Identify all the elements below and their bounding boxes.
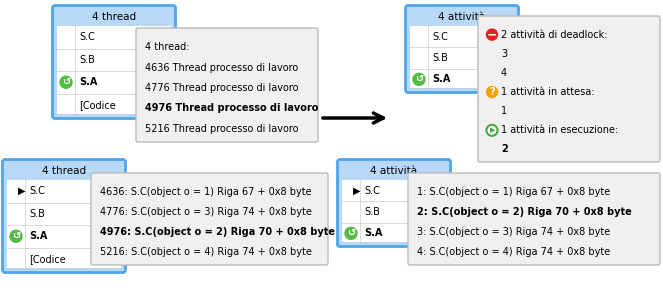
Text: 4636 Thread processo di lavoro: 4636 Thread processo di lavoro	[145, 63, 298, 73]
FancyBboxPatch shape	[3, 160, 125, 272]
Text: S.B: S.B	[79, 55, 95, 65]
Bar	[410, 26, 514, 88]
Text: S.A: S.A	[432, 74, 450, 84]
Circle shape	[487, 87, 497, 98]
FancyBboxPatch shape	[91, 173, 328, 265]
Text: 4 attività: 4 attività	[438, 12, 485, 22]
Text: 4 thread: 4 thread	[92, 12, 136, 22]
Circle shape	[487, 29, 497, 40]
Text: S.B: S.B	[364, 207, 380, 217]
Text: S.B: S.B	[29, 209, 45, 219]
Text: S.C: S.C	[79, 32, 95, 42]
Text: S.A: S.A	[364, 228, 383, 238]
Text: ↺: ↺	[62, 77, 70, 87]
Text: 2: S.C(object o = 2) Riga 70 + 0x8 byte: 2: S.C(object o = 2) Riga 70 + 0x8 byte	[417, 207, 632, 217]
FancyBboxPatch shape	[136, 28, 318, 142]
Text: 4776: S.C(object o = 3) Riga 74 + 0x8 byte: 4776: S.C(object o = 3) Riga 74 + 0x8 by…	[100, 207, 312, 217]
Text: 5216: S.C(object o = 4) Riga 74 + 0x8 byte: 5216: S.C(object o = 4) Riga 74 + 0x8 by…	[100, 247, 312, 257]
Text: ↺: ↺	[347, 228, 355, 238]
FancyBboxPatch shape	[406, 5, 518, 92]
Text: S.A: S.A	[79, 77, 97, 87]
Text: 4636: S.C(object o = 1) Riga 67 + 0x8 byte: 4636: S.C(object o = 1) Riga 67 + 0x8 by…	[100, 187, 312, 197]
Text: 1: 1	[501, 106, 507, 116]
Text: [Codice: [Codice	[79, 100, 116, 110]
Text: 1: S.C(object o = 1) Riga 67 + 0x8 byte: 1: S.C(object o = 1) Riga 67 + 0x8 byte	[417, 187, 610, 197]
Bar	[7, 180, 121, 268]
Text: S.C: S.C	[364, 186, 380, 196]
Text: 4: 4	[501, 68, 507, 78]
Text: 3: 3	[501, 49, 507, 59]
Circle shape	[60, 76, 72, 88]
Text: 4976: S.C(object o = 2) Riga 70 + 0x8 byte: 4976: S.C(object o = 2) Riga 70 + 0x8 by…	[100, 227, 335, 237]
Text: ▶: ▶	[353, 186, 361, 196]
Text: −: −	[487, 28, 497, 41]
Text: S.C: S.C	[432, 32, 448, 42]
Text: ▶: ▶	[490, 127, 495, 133]
Text: ▶: ▶	[19, 186, 26, 196]
Circle shape	[345, 227, 357, 239]
FancyBboxPatch shape	[478, 16, 660, 162]
Text: 2 attività di deadlock:: 2 attività di deadlock:	[501, 29, 607, 40]
Text: 3: S.C(object o = 3) Riga 74 + 0x8 byte: 3: S.C(object o = 3) Riga 74 + 0x8 byte	[417, 227, 610, 237]
FancyBboxPatch shape	[408, 173, 660, 265]
Text: ?: ?	[489, 87, 495, 97]
FancyBboxPatch shape	[52, 5, 176, 119]
Text: S.A: S.A	[29, 231, 47, 241]
Circle shape	[413, 73, 425, 85]
Text: 2: 2	[501, 144, 508, 154]
Bar	[342, 180, 446, 242]
Bar	[57, 26, 171, 114]
Text: 4 attività: 4 attività	[371, 166, 418, 176]
Text: S.C: S.C	[29, 186, 45, 196]
Circle shape	[10, 230, 22, 242]
Text: S.B: S.B	[432, 53, 448, 63]
Text: 4 thread: 4 thread	[42, 166, 86, 176]
Text: ↺: ↺	[12, 231, 20, 241]
Text: 4 thread:: 4 thread:	[145, 42, 190, 52]
Circle shape	[487, 125, 497, 136]
Text: 1 attività in attesa:: 1 attività in attesa:	[501, 87, 595, 97]
FancyBboxPatch shape	[337, 160, 450, 247]
Text: ↺: ↺	[415, 74, 423, 84]
Text: 1 attività in esecuzione:: 1 attività in esecuzione:	[501, 125, 619, 135]
Text: [Codice: [Codice	[29, 254, 66, 264]
Text: 4: S.C(object o = 4) Riga 74 + 0x8 byte: 4: S.C(object o = 4) Riga 74 + 0x8 byte	[417, 247, 610, 257]
Text: 4976 Thread processo di lavoro: 4976 Thread processo di lavoro	[145, 103, 318, 113]
Text: 4776 Thread processo di lavoro: 4776 Thread processo di lavoro	[145, 83, 298, 93]
Text: 5216 Thread processo di lavoro: 5216 Thread processo di lavoro	[145, 124, 298, 134]
